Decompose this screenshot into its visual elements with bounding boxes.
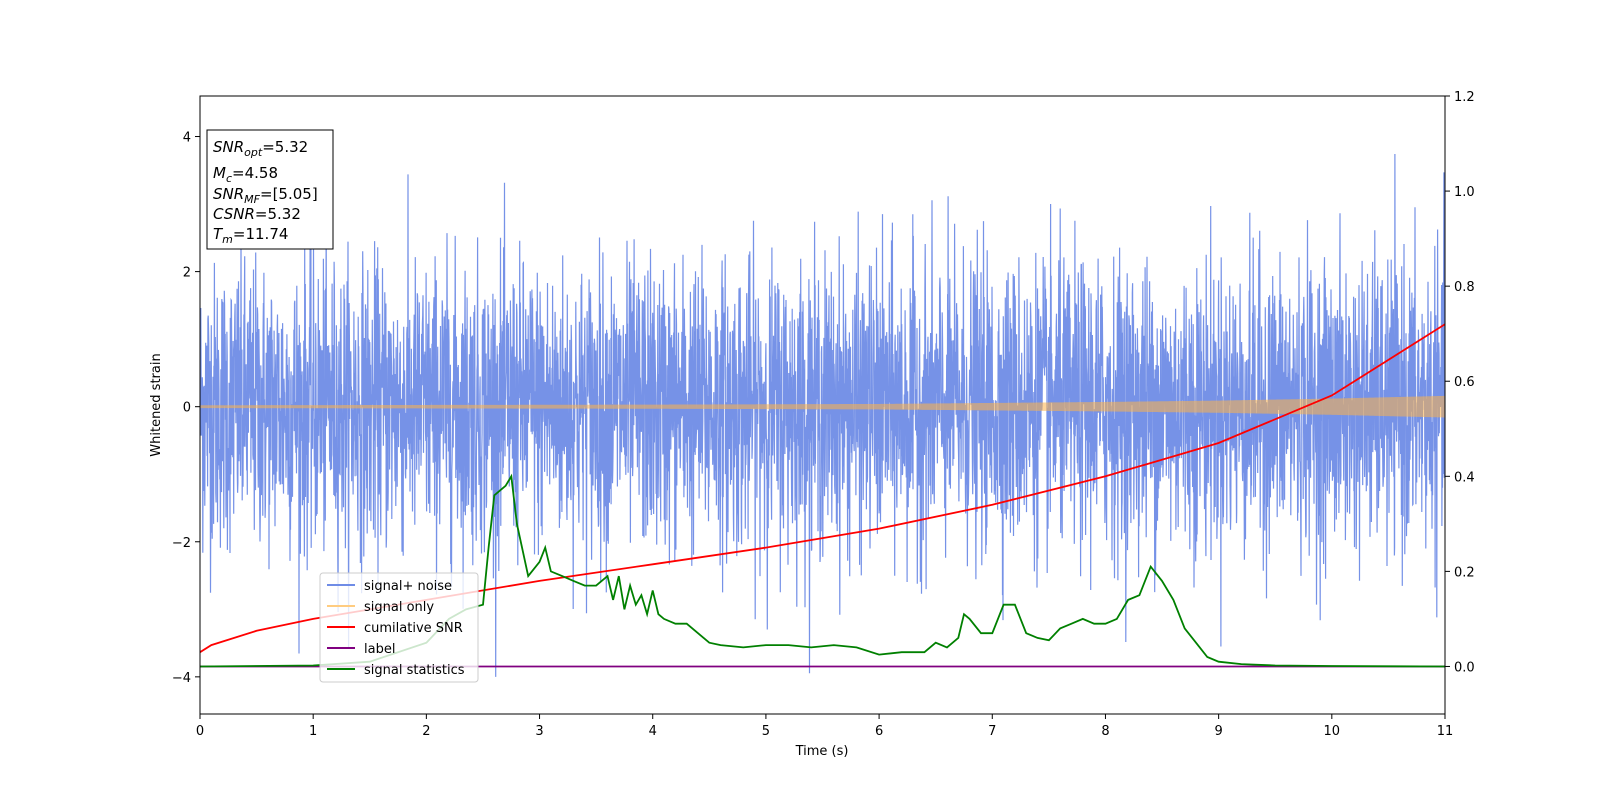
x-tick-label: 6	[875, 724, 883, 739]
info-box: SNRopt=5.32 Mc=4.58 SNRMF=[5.05] CSNR=5.…	[206, 129, 334, 250]
legend-label-cumulative-snr: cumilative SNR	[364, 621, 463, 636]
y2-tick-label: 0.4	[1454, 470, 1475, 485]
x-tick-label: 8	[1101, 724, 1109, 739]
legend-frame	[319, 572, 479, 683]
y2-tick-label: 0.8	[1454, 280, 1475, 295]
y2-tick-label: 1.2	[1454, 90, 1475, 105]
x-tick-label: 3	[535, 724, 543, 739]
series-signal-only	[200, 395, 1445, 418]
y2-tick-label: 0.2	[1454, 565, 1475, 580]
legend-label-signal-noise: signal+ noise	[364, 579, 452, 594]
plot-frame	[199, 95, 1446, 715]
legend-label-label: label	[364, 642, 395, 657]
series-signal-statistics	[200, 473, 1445, 668]
info-mc: Mc=4.58	[213, 164, 278, 185]
info-box-frame	[206, 129, 334, 250]
y-tick-label: −4	[172, 671, 191, 686]
x-tick-label: 4	[649, 724, 657, 739]
y-axis-right: 0.0 0.2 0.4 0.6 0.8 1.0 1.2	[1445, 90, 1475, 675]
y-axis-left: −4 −2 0 2 4	[172, 131, 200, 686]
x-tick-label: 2	[422, 724, 430, 739]
x-tick-label: 5	[762, 724, 770, 739]
y-tick-label: −2	[172, 536, 191, 551]
x-tick-label: 1	[309, 724, 317, 739]
x-tick-label: 0	[196, 724, 204, 739]
y-axis-label: Whitened strain	[149, 353, 164, 456]
y-tick-label: 0	[183, 401, 191, 416]
info-snr-opt: SNRopt=5.32	[213, 138, 308, 159]
info-tm: Tm=11.74	[213, 225, 288, 246]
x-tick-label: 7	[988, 724, 996, 739]
y-tick-label: 4	[183, 131, 191, 146]
x-tick-label: 11	[1437, 724, 1454, 739]
info-csnr: CSNR=5.32	[213, 205, 301, 223]
x-tick-label: 10	[1324, 724, 1341, 739]
y2-tick-label: 0.6	[1454, 375, 1475, 390]
y-tick-label: 2	[183, 266, 191, 281]
info-snr-mf: SNRMF=[5.05]	[213, 185, 318, 206]
x-tick-label: 9	[1214, 724, 1222, 739]
legend: signal+ noise signal only cumilative SNR…	[319, 572, 479, 683]
legend-label-signal-statistics: signal statistics	[364, 663, 465, 678]
y2-tick-label: 0.0	[1454, 660, 1475, 675]
x-axis: 0 1 2 3 4 5 6 7 8 9 10 11	[196, 714, 1453, 739]
y2-tick-label: 1.0	[1454, 185, 1475, 200]
legend-label-signal-only: signal only	[364, 600, 434, 615]
x-axis-label: Time (s)	[795, 744, 849, 759]
series-cumulative-snr	[200, 323, 1445, 653]
